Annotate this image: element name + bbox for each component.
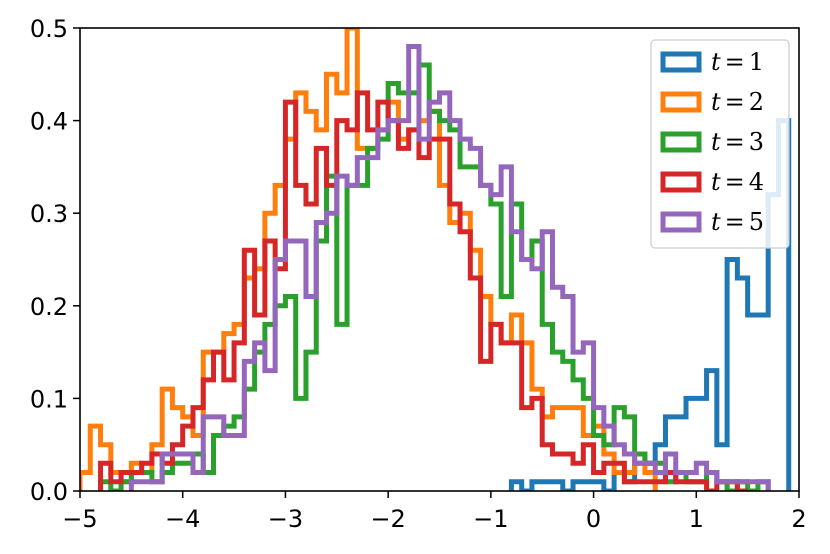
legend-label: t = 5 — [711, 208, 764, 236]
x-tick-label: −2 — [370, 505, 405, 533]
y-tick-label: 0.1 — [30, 385, 68, 413]
series-line-t2 — [80, 28, 658, 491]
series-line-t3 — [98, 62, 771, 491]
series-line-t5 — [128, 44, 771, 491]
legend-label: t = 3 — [711, 128, 764, 156]
x-tick-label: −4 — [165, 505, 200, 533]
series-line-t1 — [508, 118, 792, 491]
legend-label: t = 1 — [711, 48, 764, 76]
y-tick-label: 0.3 — [30, 200, 68, 228]
x-tick-label: −3 — [268, 505, 303, 533]
x-tick-label: −5 — [62, 505, 97, 533]
legend-swatch — [660, 211, 702, 233]
legend: t = 1 t = 2 t = 3 t = 4 t = 5 — [650, 39, 790, 249]
y-tick-label: 0.4 — [30, 108, 68, 136]
series-layer — [80, 28, 792, 491]
legend-swatch — [660, 91, 702, 113]
y-axis: 0.0 0.1 0.2 0.3 0.4 0.5 — [30, 15, 80, 506]
y-tick-label: 0.2 — [30, 293, 68, 321]
legend-label: t = 4 — [711, 168, 764, 196]
legend-swatch — [660, 131, 702, 153]
plot-frame — [79, 27, 800, 492]
y-tick-label: 0.5 — [30, 15, 68, 43]
x-tick-label: 1 — [689, 505, 704, 533]
legend-label: t = 2 — [711, 88, 764, 116]
y-tick-label: 0.0 — [30, 478, 68, 506]
legend-swatch — [660, 171, 702, 193]
x-tick-label: 0 — [586, 505, 601, 533]
x-tick-label: 2 — [791, 505, 806, 533]
x-tick-label: −1 — [473, 505, 508, 533]
x-axis: −5 −4 −3 −2 −1 0 1 2 — [62, 491, 807, 533]
legend-swatch — [660, 51, 702, 73]
series-line-t4 — [98, 90, 748, 491]
